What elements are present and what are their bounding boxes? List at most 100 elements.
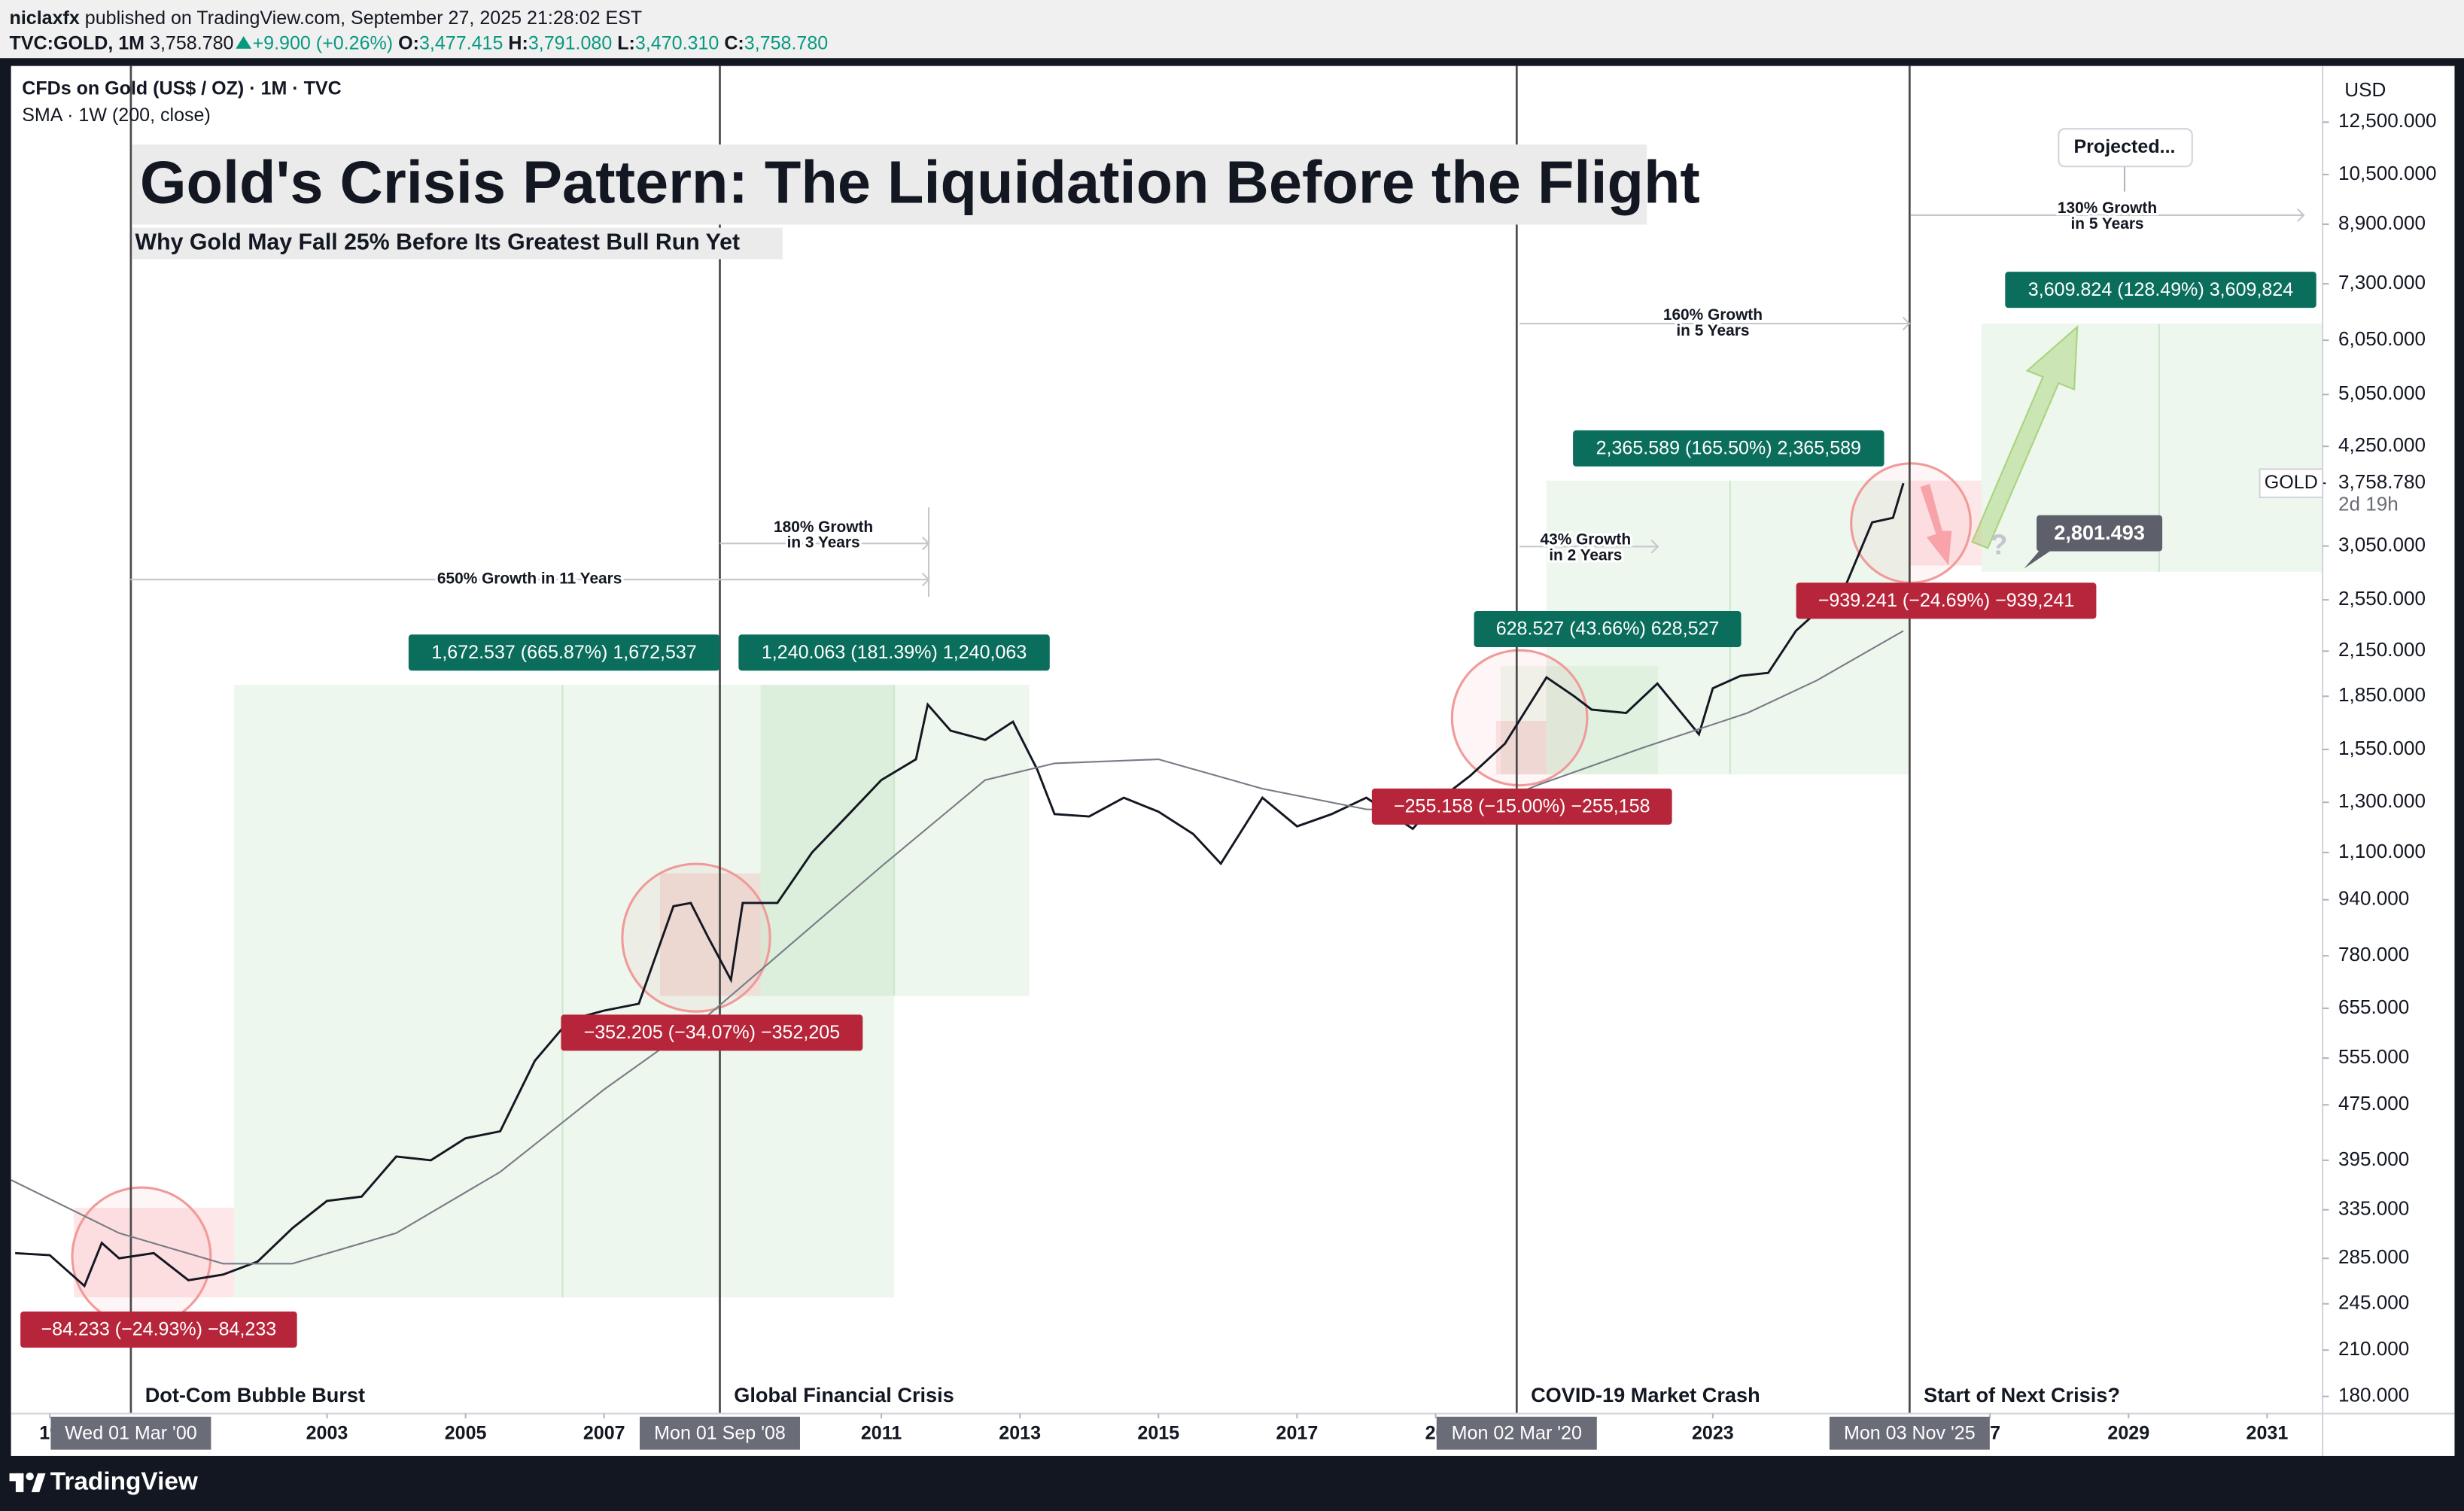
- gain-label: 3,609.824 (128.49%) 3,609,824: [2028, 279, 2293, 300]
- x-tick-label: 2015: [1137, 1422, 1179, 1443]
- date-badge-label: Mon 03 Nov '25: [1844, 1422, 1976, 1443]
- growth-note: in 5 Years: [2070, 215, 2143, 233]
- event-label: COVID-19 Market Crash: [1531, 1383, 1760, 1406]
- highlight-circle: [1450, 649, 1589, 787]
- long-zone: [234, 685, 895, 1298]
- chart-title: Gold's Crisis Pattern: The Liquidation B…: [140, 148, 1700, 215]
- last-price-background: [2326, 469, 2452, 507]
- highlight-circle: [621, 862, 771, 1013]
- y-tick-label: 3,050.000: [2338, 534, 2426, 556]
- y-tick-label: 1,300.000: [2338, 789, 2426, 812]
- change: +9.900 (+0.26%): [253, 32, 394, 53]
- low-label: L:: [617, 32, 635, 53]
- growth-note: in 2 Years: [1549, 546, 1622, 564]
- countdown: 2d 19h: [2338, 492, 2399, 515]
- symbol-tag: [2259, 468, 2324, 499]
- y-tick-label: 940.000: [2338, 887, 2409, 910]
- y-tick-label: 7,300.000: [2338, 271, 2426, 293]
- author[interactable]: niclaxfx: [10, 8, 80, 29]
- price-line: [15, 482, 1905, 1288]
- high: 3,791.080: [528, 32, 612, 53]
- gain-badge: [408, 634, 720, 671]
- gain-badge: [1474, 610, 1742, 647]
- y-tick-label: 1,550.000: [2338, 737, 2426, 759]
- footer-logo: [9, 1472, 46, 1492]
- event-label: Global Financial Crisis: [734, 1383, 954, 1406]
- y-tick-label: 210.000: [2338, 1337, 2409, 1360]
- y-tick-label: 475.000: [2338, 1092, 2409, 1114]
- projection-arrow: [1971, 324, 2079, 549]
- projected-price-badge: [2037, 515, 2163, 552]
- date-badge: [640, 1416, 800, 1450]
- highlight-circle: [71, 1186, 212, 1327]
- high-label: H:: [508, 32, 528, 53]
- published: published on TradingView.com, September …: [85, 8, 642, 29]
- x-tick-label: 2013: [999, 1422, 1041, 1443]
- close-label: C:: [724, 32, 744, 53]
- date-badge: [1436, 1416, 1597, 1450]
- x-tick-label: 2023: [1692, 1422, 1734, 1443]
- measure-arrowhead: [1902, 316, 1911, 331]
- gain-badge: [1573, 430, 1885, 467]
- gain-badge: [738, 634, 1050, 671]
- y-tick-label: 1,100.000: [2338, 840, 2426, 862]
- y-tick-label: 1,850.000: [2338, 683, 2426, 706]
- date-badge-label: Wed 01 Mar '00: [65, 1422, 197, 1443]
- drop-arrow: [1920, 483, 1952, 566]
- last-price: 3,758.780: [2338, 470, 2426, 493]
- x-tick-label: 2029: [2107, 1422, 2149, 1443]
- y-tick-label: 245.000: [2338, 1291, 2409, 1314]
- x-tick-label: 2031: [2246, 1422, 2289, 1443]
- loss-badge: [1371, 788, 1672, 825]
- logo-part: [31, 1473, 46, 1492]
- date-badge-label: Mon 01 Sep '08: [654, 1422, 786, 1443]
- y-tick-label: 12,500.000: [2338, 109, 2437, 132]
- gain-badge: [2005, 272, 2316, 309]
- plot: [11, 65, 2305, 1414]
- subtitle-background: [132, 227, 783, 260]
- projected-price-pointer: [2024, 546, 2052, 569]
- x-tick-label: 2011: [861, 1422, 902, 1443]
- short-zone: [1495, 721, 1547, 775]
- overlay: 180.000 210.000 245.000 285.000 335.000 395.0…: [20, 109, 2452, 1450]
- x-tick-label: 2007: [583, 1422, 625, 1443]
- close: 3,758.780: [744, 32, 828, 53]
- loss-badge: [20, 1311, 297, 1348]
- gain-label: 2,365.589 (165.50%) 2,365,589: [1596, 438, 1861, 459]
- measure-arrowhead: [2296, 208, 2305, 223]
- event-label: Dot-Com Bubble Burst: [145, 1383, 365, 1406]
- highlight-circle: [1850, 462, 1972, 584]
- loss-label: −352.205 (−34.07%) −352,205: [584, 1022, 841, 1043]
- measure-arrowhead: [1650, 540, 1659, 554]
- low: 3,470.310: [635, 32, 719, 53]
- short-zone: [659, 873, 761, 996]
- gain-label: 1,672.537 (665.87%) 1,672,537: [431, 642, 696, 663]
- up-arrow: [236, 36, 252, 49]
- date-badge-label: Mon 02 Mar '20: [1452, 1422, 1582, 1443]
- y-tick-label: 2,550.000: [2338, 587, 2426, 610]
- open-label: O:: [398, 32, 419, 53]
- growth-note: in 3 Years: [787, 534, 860, 552]
- x-tick-label: 2017: [1276, 1422, 1319, 1443]
- logo-part: [15, 1473, 24, 1492]
- y-tick-label: 180.000: [2338, 1384, 2409, 1406]
- growth-note: in 5 Years: [1676, 322, 1749, 339]
- logo-part: [26, 1472, 34, 1481]
- gain-label: 628.527 (43.66%) 628,527: [1496, 619, 1720, 640]
- projected-label: Projected...: [2073, 136, 2175, 157]
- y-tick-label: 10,500.000: [2338, 162, 2437, 184]
- date-badge: [1829, 1416, 1990, 1450]
- symbol: TVC:GOLD, 1M: [10, 32, 145, 53]
- symbol-tag-label: GOLD: [2265, 472, 2318, 493]
- y-tick-label: 6,050.000: [2338, 327, 2426, 350]
- projection-mark: ?: [1990, 528, 2007, 560]
- y-tick-label: 655.000: [2338, 996, 2409, 1018]
- y-tick-label: 4,250.000: [2338, 433, 2426, 456]
- brand[interactable]: TradingView: [50, 1467, 199, 1495]
- instrument: CFDs on Gold (US$ / OZ) · 1M · TVC: [22, 78, 341, 99]
- growth-note: 160% Growth: [1663, 306, 1763, 324]
- loss-label: −939.241 (−24.69%) −939,241: [1818, 590, 2075, 611]
- y-tick-label: 5,050.000: [2338, 382, 2426, 404]
